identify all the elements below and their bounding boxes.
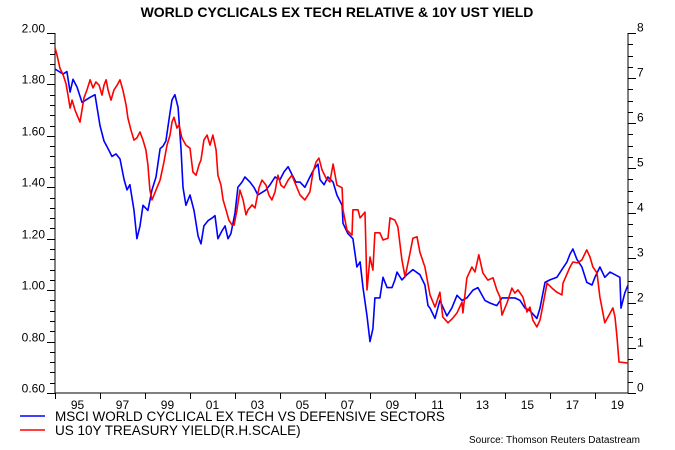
y-right-tick-label: 2 <box>637 291 644 305</box>
y-right-tick-label: 0 <box>637 381 644 395</box>
source-note: Source: Thomson Reuters Datastream <box>469 435 640 446</box>
x-tick-label: 03 <box>251 398 265 412</box>
y-right-tick-label: 1 <box>637 336 644 350</box>
legend-label-yield: US 10Y TREASURY YIELD(R.H.SCALE) <box>55 423 301 438</box>
x-tick-label: 05 <box>296 398 310 412</box>
y-right-tick-label: 3 <box>637 246 644 260</box>
legend: MSCI WORLD CYCLICAL EX TECH VS DEFENSIVE… <box>20 409 445 438</box>
y-left-tick-label: 1.00 <box>22 279 46 293</box>
y-right-tick-label: 6 <box>637 111 644 125</box>
chart-title: WORLD CYCLICALS EX TECH RELATIVE & 10Y U… <box>141 4 534 20</box>
x-tick-label: 07 <box>341 398 355 412</box>
axes: 2.00 1.80 1.60 1.40 1.20 1.00 0.80 0.60 8 7 6 5 4 3 2 1… <box>22 21 644 413</box>
series-group <box>54 47 629 364</box>
y-left-tick-label: 0.80 <box>22 331 46 345</box>
x-tick-label: 01 <box>206 398 220 412</box>
x-tick-label: 97 <box>116 398 130 412</box>
y-left-tick-label: 1.80 <box>22 73 46 87</box>
y-right-tick-label: 7 <box>637 66 644 80</box>
x-tick-label: 19 <box>611 398 625 412</box>
x-tick-label: 13 <box>476 398 490 412</box>
series-line-us-10y-yield <box>54 47 628 364</box>
y-left-tick-label: 1.60 <box>22 125 46 139</box>
x-tick-label: 99 <box>161 398 175 412</box>
x-tick-label: 11 <box>431 398 444 412</box>
x-tick-label: 15 <box>521 398 535 412</box>
y-left-tick-label: 2.00 <box>22 22 46 36</box>
y-left-tick-label: 0.60 <box>22 382 46 396</box>
y-right-tick-label: 5 <box>637 156 644 170</box>
y-left-tick-label: 1.20 <box>22 228 46 242</box>
legend-label-msci: MSCI WORLD CYCLICAL EX TECH VS DEFENSIVE… <box>55 409 445 424</box>
x-tick-label: 17 <box>566 398 580 412</box>
y-left-tick-label: 1.40 <box>22 176 46 190</box>
x-tick-label: 95 <box>71 398 85 412</box>
y-right-tick-label: 8 <box>637 21 644 35</box>
x-tick-label: 09 <box>386 398 400 412</box>
series-line-msci-relative <box>54 68 629 343</box>
y-right-tick-label: 4 <box>637 201 644 215</box>
